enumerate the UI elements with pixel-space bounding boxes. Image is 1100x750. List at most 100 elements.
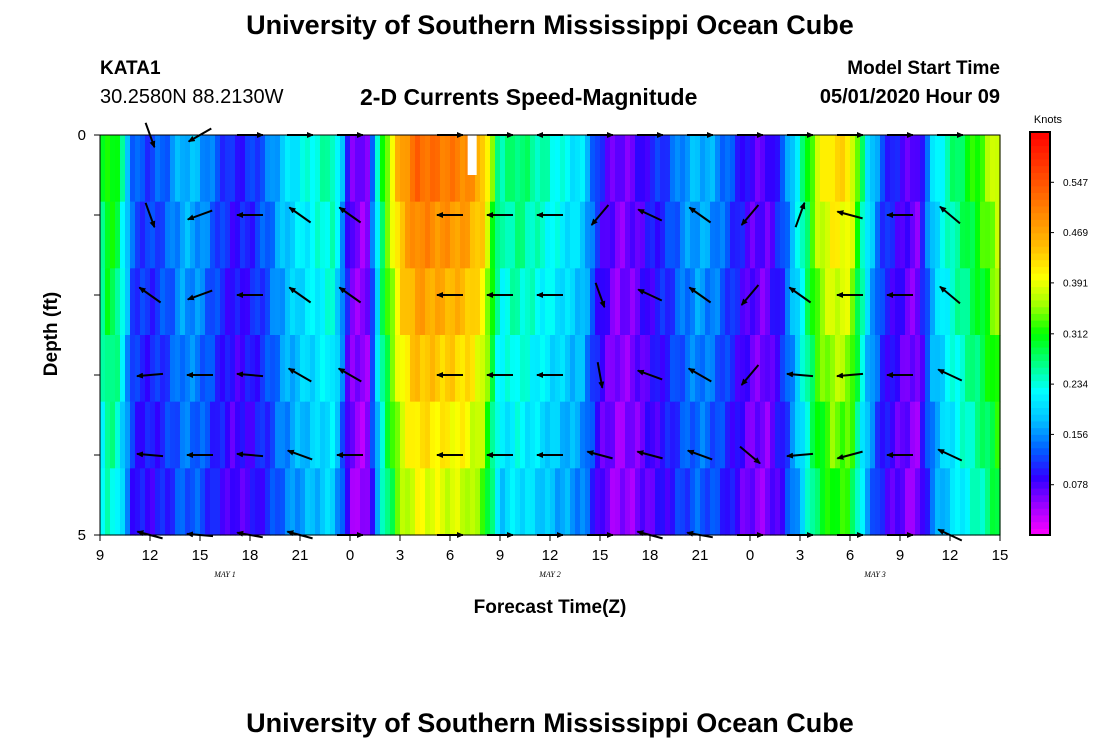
speed-cell — [685, 335, 691, 403]
colorbar-segment — [1030, 474, 1050, 482]
speed-cell — [610, 135, 616, 203]
colorbar-tick-label: 0.156 — [1063, 430, 1088, 441]
speed-cell — [560, 135, 566, 203]
speed-cell — [790, 201, 796, 269]
speed-cell — [440, 201, 446, 269]
speed-cell — [470, 268, 476, 336]
speed-cell — [105, 335, 111, 403]
speed-cell — [655, 201, 661, 269]
speed-cell — [695, 468, 701, 536]
speed-cell — [185, 401, 191, 469]
speed-cell — [210, 268, 216, 336]
speed-cell — [380, 401, 386, 469]
speed-cell — [940, 135, 946, 203]
speed-cell — [525, 135, 531, 203]
speed-cell — [935, 468, 941, 536]
speed-cell — [115, 268, 121, 336]
speed-cell — [175, 335, 181, 403]
speed-cell — [385, 335, 391, 403]
speed-cell — [605, 135, 611, 203]
speed-cell — [455, 268, 461, 336]
speed-cell — [475, 468, 481, 536]
colorbar-units-label: Knots — [1033, 114, 1063, 126]
speed-cell — [675, 401, 681, 469]
speed-cell — [495, 401, 501, 469]
speed-cell — [330, 201, 336, 269]
speed-cell — [865, 135, 871, 203]
speed-cell — [925, 135, 931, 203]
speed-cell — [915, 401, 921, 469]
speed-cell — [885, 468, 891, 536]
speed-cell — [430, 135, 436, 203]
speed-cell — [995, 268, 1001, 336]
speed-cell — [200, 401, 206, 469]
speed-cell — [355, 401, 361, 469]
speed-cell — [990, 268, 996, 336]
speed-cell — [610, 268, 616, 336]
speed-cell — [410, 468, 416, 536]
x-tick-label: 12 — [542, 547, 559, 564]
speed-cell — [275, 401, 281, 469]
speed-cell — [895, 268, 901, 336]
speed-cell — [680, 468, 686, 536]
speed-cell — [415, 401, 421, 469]
speed-cell — [430, 468, 436, 536]
speed-cell — [220, 135, 226, 203]
speed-cell — [370, 335, 376, 403]
colorbar-segment — [1030, 340, 1050, 348]
speed-cell — [120, 201, 126, 269]
speed-cell — [130, 268, 136, 336]
colorbar-segment — [1030, 299, 1050, 308]
speed-cell — [220, 268, 226, 336]
speed-cell — [860, 201, 866, 269]
colorbar-segment — [1030, 320, 1050, 328]
x-tick-label: 21 — [292, 547, 309, 564]
x-tick-label: 15 — [992, 547, 1009, 564]
speed-cell — [985, 468, 991, 536]
current-vector-arrow — [286, 449, 313, 461]
speed-cell — [690, 201, 696, 269]
speed-cell — [735, 201, 741, 269]
speed-cell — [495, 135, 501, 203]
speed-cell — [220, 335, 226, 403]
speed-cell — [310, 201, 316, 269]
speed-cell — [660, 335, 666, 403]
speed-cell — [345, 201, 351, 269]
speed-cell — [715, 335, 721, 403]
speed-cell — [980, 201, 986, 269]
speed-cell — [160, 335, 166, 403]
speed-cell — [570, 335, 576, 403]
colorbar-segment — [1030, 387, 1050, 395]
speed-cell — [955, 335, 961, 403]
speed-cell — [650, 135, 656, 203]
current-vector-arrow — [590, 204, 610, 226]
current-vector-arrow — [688, 286, 712, 304]
speed-cell — [260, 135, 266, 203]
speed-cell — [585, 401, 591, 469]
speed-cell — [980, 135, 986, 203]
speed-cell — [725, 135, 731, 203]
speed-cell — [405, 135, 411, 203]
colorbar-segment — [1030, 467, 1050, 476]
speed-cell — [335, 268, 341, 336]
speed-cell — [285, 401, 291, 469]
speed-cell — [285, 268, 291, 336]
speed-cell — [615, 468, 621, 536]
speed-cell — [550, 135, 556, 203]
speed-cell — [170, 135, 176, 203]
speed-cell — [775, 401, 781, 469]
speed-cell — [390, 268, 396, 336]
speed-cell — [365, 401, 371, 469]
speed-cell — [345, 401, 351, 469]
speed-cell — [235, 201, 241, 269]
speed-cell — [830, 201, 836, 269]
colorbar-tick-label: 0.547 — [1063, 178, 1088, 189]
current-vector-arrow — [596, 362, 605, 389]
speed-cell — [900, 201, 906, 269]
speed-cell — [530, 468, 536, 536]
speed-cell — [515, 335, 521, 403]
colorbar-segment — [1030, 266, 1050, 274]
speed-cell — [615, 201, 621, 269]
speed-cell — [545, 335, 551, 403]
speed-cell — [355, 201, 361, 269]
